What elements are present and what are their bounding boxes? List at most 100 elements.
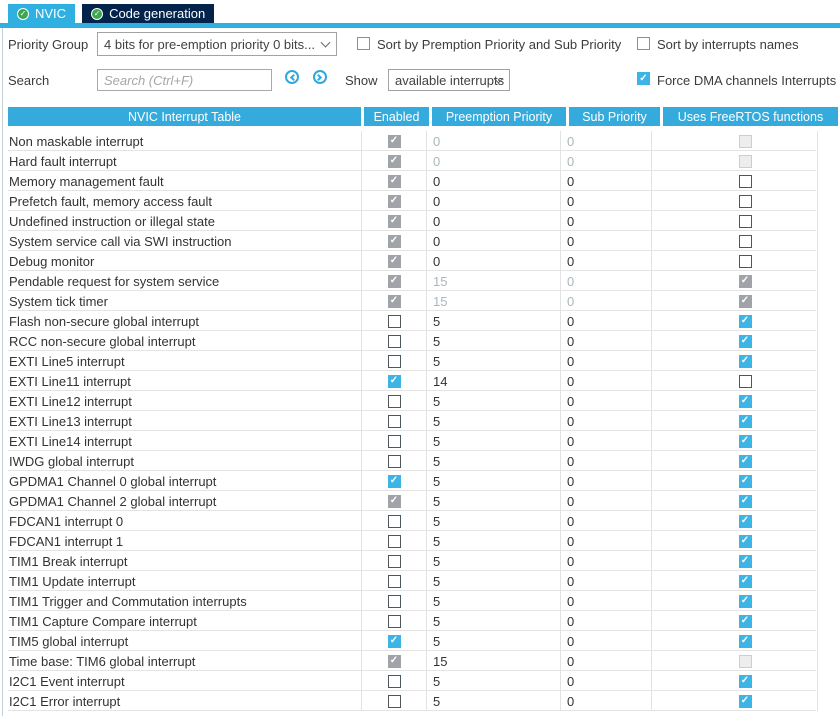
enabled-checkbox[interactable] (387, 394, 401, 408)
preemption-priority-value[interactable]: 15 (426, 651, 560, 671)
preemption-priority-value[interactable]: 5 (426, 491, 560, 511)
priority-group-dropdown[interactable]: 4 bits for pre-emption priority 0 bits..… (97, 32, 337, 56)
table-row[interactable]: TIM1 Capture Compare interrupt 5 0 ✓ (8, 611, 838, 631)
preemption-priority-value[interactable]: 0 (426, 211, 560, 231)
preemption-priority-value[interactable]: 5 (426, 471, 560, 491)
enabled-checkbox[interactable]: ✓ (387, 374, 401, 388)
freertos-checkbox[interactable]: ✓ (738, 454, 752, 468)
sub-priority-value[interactable]: 0 (560, 331, 651, 351)
sub-priority-value[interactable]: 0 (560, 691, 651, 711)
preemption-priority-value[interactable]: 5 (426, 611, 560, 631)
sub-priority-value[interactable]: 0 (560, 311, 651, 331)
preemption-priority-value[interactable]: 5 (426, 591, 560, 611)
preemption-priority-value[interactable]: 0 (426, 171, 560, 191)
freertos-checkbox[interactable] (738, 374, 752, 388)
enabled-checkbox[interactable] (387, 574, 401, 588)
sub-priority-value[interactable]: 0 (560, 651, 651, 671)
enabled-checkbox[interactable] (387, 514, 401, 528)
sub-priority-value[interactable]: 0 (560, 611, 651, 631)
preemption-priority-value[interactable]: 5 (426, 671, 560, 691)
freertos-checkbox[interactable]: ✓ (738, 394, 752, 408)
preemption-priority-value[interactable]: 0 (426, 251, 560, 271)
enabled-checkbox[interactable] (387, 674, 401, 688)
enabled-checkbox[interactable] (387, 454, 401, 468)
preemption-priority-value[interactable]: 14 (426, 371, 560, 391)
table-row[interactable]: RCC non-secure global interrupt 5 0 ✓ (8, 331, 838, 351)
freertos-checkbox[interactable]: ✓ (738, 334, 752, 348)
sub-priority-value[interactable]: 0 (560, 551, 651, 571)
sub-priority-value[interactable]: 0 (560, 491, 651, 511)
preemption-priority-value[interactable]: 5 (426, 531, 560, 551)
sub-priority-value[interactable]: 0 (560, 531, 651, 551)
enabled-checkbox[interactable] (387, 594, 401, 608)
freertos-checkbox[interactable]: ✓ (738, 474, 752, 488)
table-row[interactable]: IWDG global interrupt 5 0 ✓ (8, 451, 838, 471)
preemption-priority-value[interactable]: 5 (426, 631, 560, 651)
table-row[interactable]: System service call via SWI instruction ✓… (8, 231, 838, 251)
table-row[interactable]: I2C1 Error interrupt 5 0 ✓ (8, 691, 838, 711)
enabled-checkbox[interactable] (387, 434, 401, 448)
sort-priority-checkbox[interactable] (357, 37, 370, 50)
preemption-priority-value[interactable]: 5 (426, 391, 560, 411)
tab-code-generation[interactable]: ✓ Code generation (82, 4, 215, 23)
table-row[interactable]: Non maskable interrupt ✓ 0 0 (8, 131, 838, 151)
preemption-priority-value[interactable]: 5 (426, 411, 560, 431)
preemption-priority-value[interactable]: 5 (426, 431, 560, 451)
sort-names-checkbox[interactable] (637, 37, 650, 50)
freertos-checkbox[interactable] (738, 214, 752, 228)
table-row[interactable]: Time base: TIM6 global interrupt ✓ 15 0 (8, 651, 838, 671)
table-row[interactable]: TIM1 Break interrupt 5 0 ✓ (8, 551, 838, 571)
table-row[interactable]: GPDMA1 Channel 2 global interrupt ✓ 5 0 ✓ (8, 491, 838, 511)
circle-arrow-right-icon[interactable] (313, 70, 327, 84)
freertos-checkbox[interactable]: ✓ (738, 534, 752, 548)
freertos-checkbox[interactable]: ✓ (738, 354, 752, 368)
freertos-checkbox[interactable]: ✓ (738, 674, 752, 688)
freertos-checkbox[interactable] (738, 174, 752, 188)
table-row[interactable]: Memory management fault ✓ 0 0 (8, 171, 838, 191)
sub-priority-value[interactable]: 0 (560, 631, 651, 651)
enabled-checkbox[interactable] (387, 614, 401, 628)
enabled-checkbox[interactable] (387, 554, 401, 568)
preemption-priority-value[interactable]: 5 (426, 691, 560, 711)
sub-priority-value[interactable]: 0 (560, 411, 651, 431)
freertos-checkbox[interactable] (738, 194, 752, 208)
circle-arrow-left-icon[interactable] (285, 70, 299, 84)
preemption-priority-value[interactable]: 5 (426, 571, 560, 591)
sub-priority-value[interactable]: 0 (560, 571, 651, 591)
freertos-checkbox[interactable]: ✓ (738, 434, 752, 448)
preemption-priority-value[interactable]: 5 (426, 451, 560, 471)
freertos-checkbox[interactable] (738, 254, 752, 268)
sub-priority-value[interactable]: 0 (560, 671, 651, 691)
enabled-checkbox[interactable] (387, 694, 401, 708)
table-row[interactable]: System tick timer ✓ 15 0 ✓ (8, 291, 838, 311)
table-row[interactable]: EXTI Line12 interrupt 5 0 ✓ (8, 391, 838, 411)
search-input[interactable] (97, 69, 272, 91)
sub-priority-value[interactable]: 0 (560, 431, 651, 451)
sub-priority-value[interactable]: 0 (560, 171, 651, 191)
freertos-checkbox[interactable]: ✓ (738, 414, 752, 428)
freertos-checkbox[interactable]: ✓ (738, 634, 752, 648)
preemption-priority-value[interactable]: 0 (426, 231, 560, 251)
freertos-checkbox[interactable]: ✓ (738, 494, 752, 508)
freertos-checkbox[interactable]: ✓ (738, 694, 752, 708)
tab-nvic[interactable]: ✓ NVIC (8, 4, 76, 23)
enabled-checkbox[interactable]: ✓ (387, 634, 401, 648)
freertos-checkbox[interactable]: ✓ (738, 594, 752, 608)
preemption-priority-value[interactable]: 5 (426, 311, 560, 331)
table-row[interactable]: TIM1 Update interrupt 5 0 ✓ (8, 571, 838, 591)
sub-priority-value[interactable]: 0 (560, 471, 651, 491)
table-row[interactable]: Pendable request for system service ✓ 15 0 ✓ (8, 271, 838, 291)
table-row[interactable]: Prefetch fault, memory access fault ✓ 0 0 (8, 191, 838, 211)
sub-priority-value[interactable]: 0 (560, 591, 651, 611)
table-row[interactable]: Flash non-secure global interrupt 5 0 ✓ (8, 311, 838, 331)
freertos-checkbox[interactable]: ✓ (738, 314, 752, 328)
preemption-priority-value[interactable]: 5 (426, 331, 560, 351)
freertos-checkbox[interactable]: ✓ (738, 554, 752, 568)
table-row[interactable]: TIM1 Trigger and Commutation interrupts 5… (8, 591, 838, 611)
preemption-priority-value[interactable]: 0 (426, 191, 560, 211)
table-row[interactable]: FDCAN1 interrupt 1 5 0 ✓ (8, 531, 838, 551)
freertos-checkbox[interactable]: ✓ (738, 574, 752, 588)
preemption-priority-value[interactable]: 5 (426, 511, 560, 531)
sub-priority-value[interactable]: 0 (560, 451, 651, 471)
table-row[interactable]: TIM5 global interrupt ✓ 5 0 ✓ (8, 631, 838, 651)
